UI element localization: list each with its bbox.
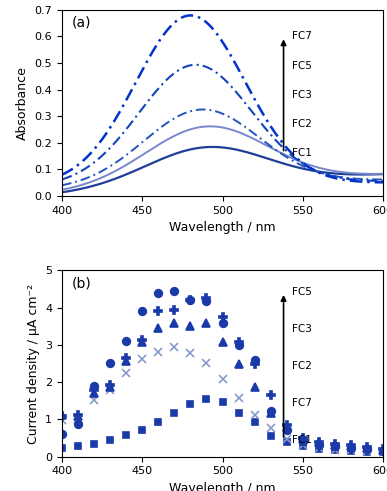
Text: FC7: FC7 xyxy=(291,398,312,408)
Text: FC2: FC2 xyxy=(291,119,312,129)
X-axis label: Wavelength / nm: Wavelength / nm xyxy=(169,482,276,491)
Text: FC7: FC7 xyxy=(291,31,312,41)
Y-axis label: Absorbance: Absorbance xyxy=(16,66,29,140)
Text: FC1: FC1 xyxy=(291,435,312,445)
Text: FC1: FC1 xyxy=(291,148,312,159)
Text: FC3: FC3 xyxy=(291,90,312,100)
Text: FC5: FC5 xyxy=(291,287,312,297)
Text: FC5: FC5 xyxy=(291,61,312,71)
Y-axis label: Current density / μA cm⁻²: Current density / μA cm⁻² xyxy=(27,283,39,443)
Text: (b): (b) xyxy=(72,276,91,290)
Text: (a): (a) xyxy=(72,15,91,29)
Text: FC3: FC3 xyxy=(291,324,312,334)
Text: FC2: FC2 xyxy=(291,361,312,371)
X-axis label: Wavelength / nm: Wavelength / nm xyxy=(169,221,276,234)
